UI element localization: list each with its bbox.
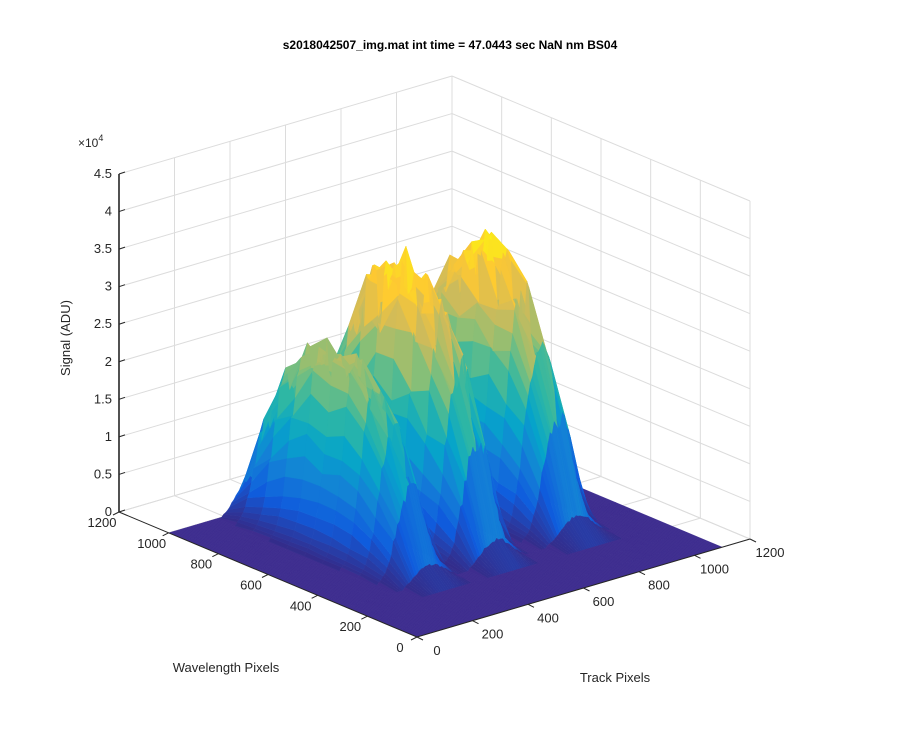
x-tick-mark [638,571,646,576]
x-tick-label: 1200 [756,545,785,560]
z-tick-mark [118,509,126,513]
x-tick-label: 600 [593,594,615,609]
x-tick-mark [583,587,590,592]
x-tick-mark [749,538,757,543]
x-tick-mark [527,603,535,608]
grid-line [118,113,453,213]
surface-patch [245,496,266,508]
z-axis-label: Signal (ADU) [58,300,73,376]
z-tick-label: 1 [105,429,112,444]
y-tick-label: 400 [290,598,312,613]
surface-patch [262,496,284,509]
y-tick-label: 1200 [88,515,117,530]
z-tick-label: 2.5 [94,316,112,331]
grid-line [451,113,751,240]
surface-patch [280,496,301,512]
z-tick-label: 4.5 [94,166,112,181]
x-axis-label: Track Pixels [580,670,651,685]
x-tick-label: 1000 [700,561,729,576]
grid-line [118,225,453,325]
y-tick-mark [361,615,368,620]
z-tick-label: 4 [105,204,112,219]
y-tick-label: 200 [339,619,361,634]
z-tick-mark [118,284,126,288]
y-tick-label: 800 [190,557,212,572]
z-tick-label: 2 [105,354,112,369]
surface-patch [282,476,303,499]
x-tick-mark [472,620,479,625]
y-tick-label: 600 [240,578,262,593]
z-tick-label: 3 [105,279,112,294]
grid-line [451,75,751,202]
x-tick-mark [416,636,424,641]
z-tick-mark [118,359,126,363]
z-tick-mark [118,209,126,213]
grid-line [118,150,453,250]
z-tick-label: 0 [105,504,112,519]
tick-layer: 0200400600800100012000200400600800100012… [88,166,785,658]
z-exponent-label: ×104 [78,133,103,150]
z-tick-mark [118,171,126,175]
grid-line [451,150,751,277]
surface-patch [455,317,476,342]
surface-patch [470,340,492,379]
x-tick-mark [694,554,701,559]
y-tick-mark [212,553,219,558]
z-tick-mark [118,321,126,325]
z-tick-label: 0.5 [94,466,112,481]
chart-title: s2018042507_img.mat int time = 47.0443 s… [283,38,618,52]
x-tick-label: 200 [482,627,504,642]
z-tick-mark [118,434,126,438]
surface-patch [284,455,305,480]
y-tick-mark [162,532,169,537]
grid-line [451,188,751,315]
z-tick-mark [118,396,126,400]
x-tick-label: 0 [433,643,440,658]
y-tick-label: 1000 [137,536,166,551]
y-tick-mark [112,511,120,516]
y-tick-label: 0 [396,640,403,655]
z-tick-label: 3.5 [94,241,112,256]
grid-line [118,188,453,288]
y-tick-mark [311,594,318,599]
y-tick-mark [410,636,418,641]
surface-layer [168,228,723,638]
y-tick-mark [261,574,269,578]
z-tick-mark [118,471,126,475]
z-tick-label: 1.5 [94,391,112,406]
y-axis-label: Wavelength Pixels [173,660,280,675]
x-tick-label: 400 [537,610,559,625]
x-tick-label: 800 [648,578,670,593]
z-tick-mark [118,246,126,250]
grid-line [118,75,453,175]
